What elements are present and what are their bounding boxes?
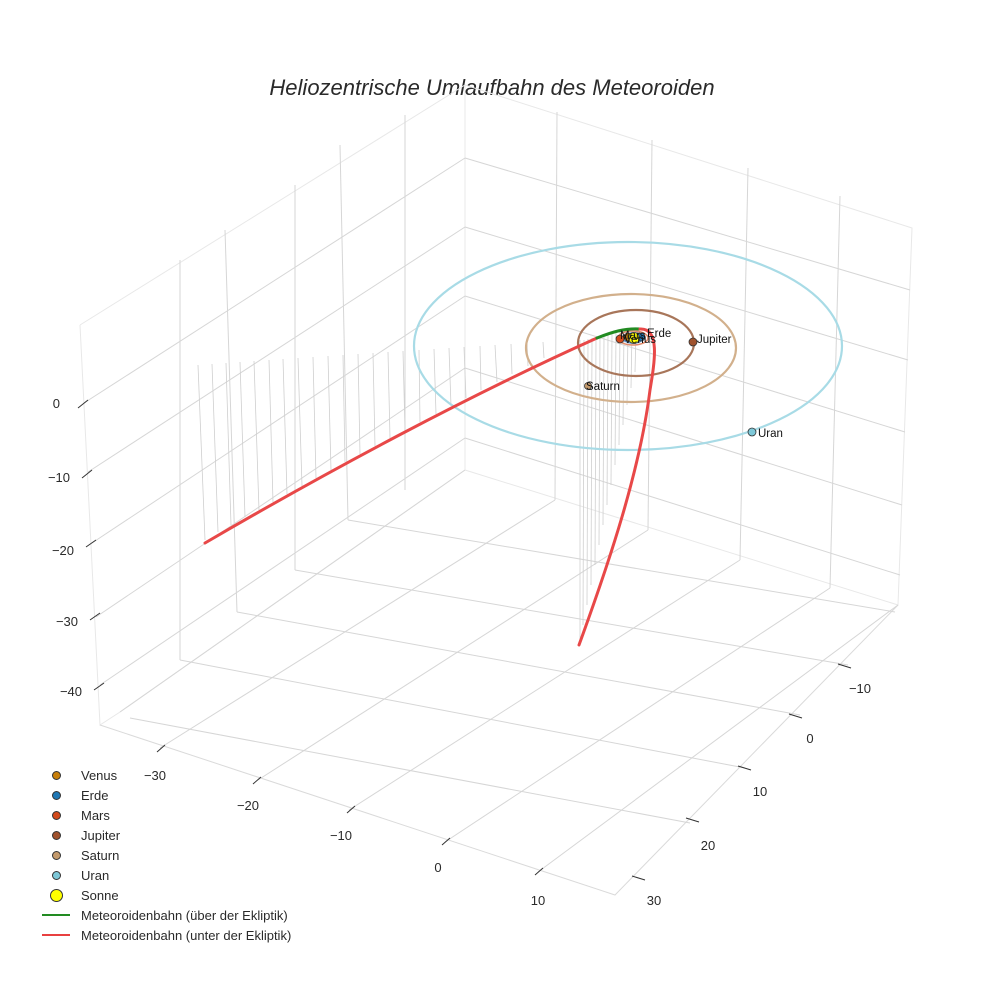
mars-dot-icon (51, 810, 61, 820)
svg-text:0: 0 (434, 860, 441, 875)
uran-orbit (412, 240, 844, 452)
svg-text:20: 20 (701, 838, 715, 853)
legend-item-trajectory-above[interactable]: Meteoroidenbahn (über der Ekliptik) (40, 905, 291, 925)
y-axis-tick-labels: −10 0 10 20 30 (647, 681, 871, 908)
svg-text:−40: −40 (60, 684, 82, 699)
chart-title: Heliozentrische Umlaufbahn des Meteoroid… (269, 75, 714, 100)
svg-text:−10: −10 (48, 470, 70, 485)
svg-text:Venus: Venus (624, 334, 656, 346)
orbits (412, 240, 844, 452)
trajectory-below-ecliptic-left (203, 336, 599, 545)
venus-dot-icon (51, 770, 61, 780)
svg-text:−30: −30 (56, 614, 78, 629)
legend-label: Jupiter (81, 827, 121, 843)
saturn-dot-icon (51, 850, 61, 860)
legend-item-erde[interactable]: Erde (40, 785, 291, 805)
saturn-marker (584, 382, 592, 390)
svg-text:−20: −20 (237, 798, 259, 813)
legend-label: Meteoroidenbahn (unter der Ekliptik) (81, 927, 292, 943)
legend-label: Erde (81, 787, 109, 803)
svg-text:Mars: Mars (620, 330, 646, 342)
svg-text:0: 0 (806, 731, 813, 746)
svg-text:0: 0 (53, 396, 60, 411)
sonne-marker (628, 332, 640, 344)
svg-text:Uran: Uran (758, 428, 783, 440)
sonne-dot-icon (49, 888, 63, 902)
meteoroid-trajectory (203, 327, 656, 647)
erde-dot-icon (51, 790, 61, 800)
svg-text:Saturn: Saturn (586, 381, 620, 393)
svg-text:Jupiter: Jupiter (697, 334, 732, 346)
svg-text:30: 30 (647, 893, 661, 908)
legend-item-jupiter[interactable]: Jupiter (40, 825, 291, 845)
tick-marks (77, 399, 852, 881)
legend-label: Saturn (81, 847, 120, 863)
mars-marker (615, 334, 625, 344)
svg-text:−10: −10 (330, 828, 352, 843)
drop-lines (197, 329, 637, 640)
x-axis-tick-labels: −30 −20 −10 0 10 (144, 768, 545, 908)
red-line-icon (42, 934, 70, 936)
svg-text:Erde: Erde (647, 328, 671, 340)
legend: Venus Erde Mars Jupiter Saturn Uran Sonn… (40, 765, 291, 945)
z-axis-tick-labels: 0 −10 −20 −30 −40 (48, 396, 82, 699)
svg-text:10: 10 (753, 784, 767, 799)
green-line-icon (42, 914, 70, 916)
legend-label: Meteoroidenbahn (über der Ekliptik) (81, 907, 288, 923)
jupiter-marker (688, 337, 698, 347)
saturn-orbit (524, 292, 738, 404)
legend-item-sonne[interactable]: Sonne (40, 885, 291, 905)
uran-dot-icon (51, 870, 61, 880)
trajectory-below-ecliptic-right (577, 327, 656, 647)
planet-markers (584, 332, 757, 437)
trajectory-above-ecliptic (595, 327, 642, 340)
legend-label: Mars (81, 807, 110, 823)
legend-label: Uran (81, 867, 110, 883)
svg-text:10: 10 (531, 893, 545, 908)
legend-item-trajectory-below[interactable]: Meteoroidenbahn (unter der Ekliptik) (40, 925, 291, 945)
planet-labels: Mars Venus Erde Jupiter Saturn Uran (586, 328, 783, 440)
svg-text:−30: −30 (144, 768, 166, 783)
legend-item-saturn[interactable]: Saturn (40, 845, 291, 865)
uran-marker (747, 427, 757, 437)
legend-item-venus[interactable]: Venus (40, 765, 291, 785)
jupiter-dot-icon (51, 830, 61, 840)
legend-label: Sonne (81, 887, 119, 903)
svg-text:−10: −10 (849, 681, 871, 696)
legend-label: Venus (81, 767, 118, 783)
legend-item-uran[interactable]: Uran (40, 865, 291, 885)
svg-text:−20: −20 (52, 543, 74, 558)
legend-item-mars[interactable]: Mars (40, 805, 291, 825)
